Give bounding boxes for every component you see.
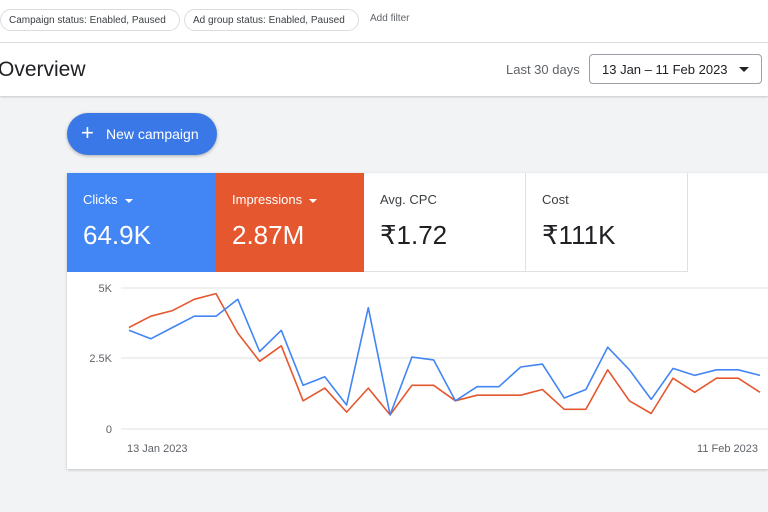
metric-cost[interactable]: Cost ₹111K [526, 173, 688, 272]
metric-avg-cpc-label: Avg. CPC [380, 192, 437, 207]
date-range-label: Last 30 days [506, 62, 580, 77]
plus-icon: + [81, 120, 94, 145]
metric-impressions-label: Impressions [232, 192, 303, 207]
metric-impressions-value: 2.87M [232, 220, 305, 250]
metric-cost-label: Cost [542, 192, 569, 207]
x-tick-label: 13 Jan 2023 [127, 443, 188, 455]
new-campaign-button[interactable]: + New campaign [67, 113, 217, 155]
y-tick-label: 0 [106, 424, 112, 436]
metric-cost-value: ₹111K [542, 220, 616, 250]
x-tick-label: 11 Feb 2023 [697, 443, 758, 455]
date-range-value: 13 Jan – 11 Feb 2023 [602, 62, 728, 77]
add-filter-link[interactable]: Add filter [370, 13, 410, 24]
metric-avg-cpc[interactable]: Avg. CPC ₹1.72 [364, 173, 526, 272]
page-title: Overview [0, 58, 86, 81]
series-line-clicks [128, 298, 761, 416]
date-range-picker[interactable]: 13 Jan – 11 Feb 2023 [589, 54, 762, 84]
metric-impressions[interactable]: Impressions 2.87M [216, 173, 364, 272]
caret-down-icon[interactable] [309, 198, 318, 203]
filter-chip-ad-group-status[interactable]: Ad group status: Enabled, Paused [184, 9, 359, 31]
y-tick-label: 2.5K [89, 353, 112, 365]
filter-chip-campaign-status[interactable]: Campaign status: Enabled, Paused [0, 9, 180, 31]
metric-avg-cpc-value: ₹1.72 [380, 220, 448, 250]
y-tick-label: 5K [99, 283, 113, 295]
metric-clicks-value: 64.9K [83, 220, 151, 250]
metric-clicks-label-wrap: Clicks [83, 192, 133, 207]
caret-down-icon[interactable] [124, 198, 133, 203]
series-line-impressions [128, 292, 761, 416]
page-header: Overview Last 30 days 13 Jan – 11 Feb 20… [0, 43, 768, 96]
caret-down-icon [739, 67, 749, 72]
filter-bar: Campaign status: Enabled, Paused Ad grou… [0, 0, 768, 43]
performance-card: Clicks 64.9K Impressions 2.87M Avg. CPC … [67, 173, 768, 469]
metric-clicks-label: Clicks [83, 192, 118, 207]
performance-line-chart: 5K 2.5K 0 13 Jan 2023 11 Feb 2023 [89, 283, 768, 455]
new-campaign-label: New campaign [106, 126, 199, 142]
metric-clicks[interactable]: Clicks 64.9K [67, 173, 216, 272]
metric-impressions-label-wrap: Impressions [232, 192, 318, 207]
